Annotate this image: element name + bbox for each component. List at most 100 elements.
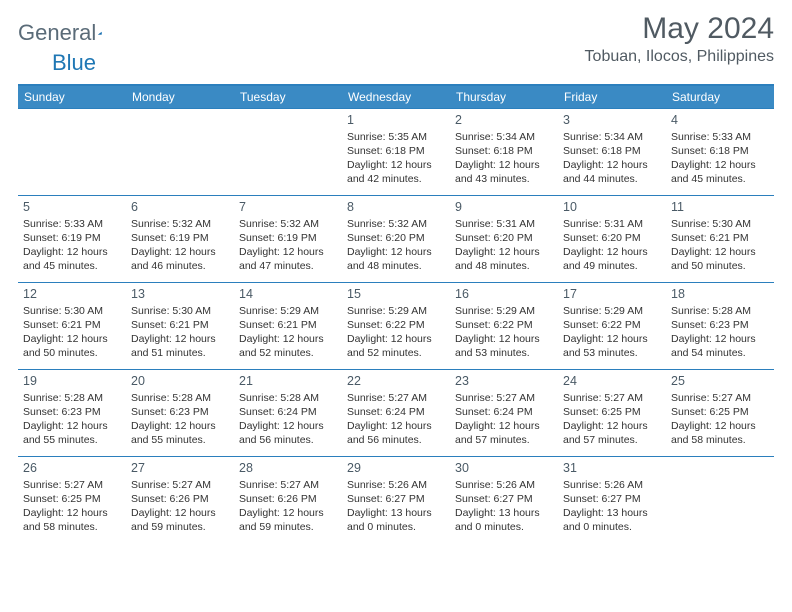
day-cell: 20Sunrise: 5:28 AMSunset: 6:23 PMDayligh… (126, 370, 234, 456)
week-row: 1Sunrise: 5:35 AMSunset: 6:18 PMDaylight… (18, 108, 774, 195)
sunset-text: Sunset: 6:18 PM (563, 144, 661, 158)
sunset-text: Sunset: 6:26 PM (239, 492, 337, 506)
week-row: 12Sunrise: 5:30 AMSunset: 6:21 PMDayligh… (18, 282, 774, 369)
sunrise-text: Sunrise: 5:29 AM (239, 304, 337, 318)
day-cell: 31Sunrise: 5:26 AMSunset: 6:27 PMDayligh… (558, 457, 666, 543)
title-block: May 2024 Tobuan, Ilocos, Philippines (585, 12, 774, 66)
sunrise-text: Sunrise: 5:32 AM (347, 217, 445, 231)
sunrise-text: Sunrise: 5:33 AM (671, 130, 769, 144)
sunrise-text: Sunrise: 5:27 AM (23, 478, 121, 492)
daylight-text: Daylight: 12 hours and 53 minutes. (563, 332, 661, 360)
daylight-text: Daylight: 12 hours and 55 minutes. (131, 419, 229, 447)
day-number: 1 (347, 112, 445, 129)
day-number: 17 (563, 286, 661, 303)
sunrise-text: Sunrise: 5:29 AM (347, 304, 445, 318)
day-cell: 7Sunrise: 5:32 AMSunset: 6:19 PMDaylight… (234, 196, 342, 282)
week-row: 5Sunrise: 5:33 AMSunset: 6:19 PMDaylight… (18, 195, 774, 282)
sunrise-text: Sunrise: 5:27 AM (455, 391, 553, 405)
day-header-tue: Tuesday (234, 86, 342, 108)
day-cell: 14Sunrise: 5:29 AMSunset: 6:21 PMDayligh… (234, 283, 342, 369)
sunrise-text: Sunrise: 5:29 AM (455, 304, 553, 318)
day-cell: 23Sunrise: 5:27 AMSunset: 6:24 PMDayligh… (450, 370, 558, 456)
sunrise-text: Sunrise: 5:32 AM (131, 217, 229, 231)
daylight-text: Daylight: 12 hours and 48 minutes. (455, 245, 553, 273)
sunrise-text: Sunrise: 5:35 AM (347, 130, 445, 144)
sunset-text: Sunset: 6:20 PM (563, 231, 661, 245)
day-number: 21 (239, 373, 337, 390)
day-number: 25 (671, 373, 769, 390)
day-number: 14 (239, 286, 337, 303)
sunrise-text: Sunrise: 5:27 AM (131, 478, 229, 492)
day-number: 20 (131, 373, 229, 390)
daylight-text: Daylight: 13 hours and 0 minutes. (347, 506, 445, 534)
daylight-text: Daylight: 12 hours and 44 minutes. (563, 158, 661, 186)
calendar: Sunday Monday Tuesday Wednesday Thursday… (18, 84, 774, 543)
day-cell (126, 109, 234, 195)
sunset-text: Sunset: 6:21 PM (239, 318, 337, 332)
day-cell: 24Sunrise: 5:27 AMSunset: 6:25 PMDayligh… (558, 370, 666, 456)
day-number: 15 (347, 286, 445, 303)
daylight-text: Daylight: 12 hours and 57 minutes. (455, 419, 553, 447)
daylight-text: Daylight: 12 hours and 59 minutes. (131, 506, 229, 534)
day-cell: 6Sunrise: 5:32 AMSunset: 6:19 PMDaylight… (126, 196, 234, 282)
day-cell: 11Sunrise: 5:30 AMSunset: 6:21 PMDayligh… (666, 196, 774, 282)
daylight-text: Daylight: 12 hours and 59 minutes. (239, 506, 337, 534)
day-header-thu: Thursday (450, 86, 558, 108)
sunrise-text: Sunrise: 5:27 AM (347, 391, 445, 405)
daylight-text: Daylight: 12 hours and 57 minutes. (563, 419, 661, 447)
week-row: 19Sunrise: 5:28 AMSunset: 6:23 PMDayligh… (18, 369, 774, 456)
day-number: 26 (23, 460, 121, 477)
logo-triangle-icon (98, 24, 102, 42)
day-cell: 28Sunrise: 5:27 AMSunset: 6:26 PMDayligh… (234, 457, 342, 543)
day-cell: 5Sunrise: 5:33 AMSunset: 6:19 PMDaylight… (18, 196, 126, 282)
sunrise-text: Sunrise: 5:28 AM (239, 391, 337, 405)
day-number: 22 (347, 373, 445, 390)
day-cell (666, 457, 774, 543)
day-cell: 2Sunrise: 5:34 AMSunset: 6:18 PMDaylight… (450, 109, 558, 195)
daylight-text: Daylight: 12 hours and 48 minutes. (347, 245, 445, 273)
day-cell: 4Sunrise: 5:33 AMSunset: 6:18 PMDaylight… (666, 109, 774, 195)
sunrise-text: Sunrise: 5:29 AM (563, 304, 661, 318)
day-cell: 30Sunrise: 5:26 AMSunset: 6:27 PMDayligh… (450, 457, 558, 543)
sunset-text: Sunset: 6:24 PM (239, 405, 337, 419)
location: Tobuan, Ilocos, Philippines (585, 48, 774, 66)
day-cell: 22Sunrise: 5:27 AMSunset: 6:24 PMDayligh… (342, 370, 450, 456)
day-number: 7 (239, 199, 337, 216)
sunset-text: Sunset: 6:19 PM (239, 231, 337, 245)
sunrise-text: Sunrise: 5:32 AM (239, 217, 337, 231)
daylight-text: Daylight: 12 hours and 51 minutes. (131, 332, 229, 360)
day-cell: 21Sunrise: 5:28 AMSunset: 6:24 PMDayligh… (234, 370, 342, 456)
day-number: 4 (671, 112, 769, 129)
sunrise-text: Sunrise: 5:27 AM (239, 478, 337, 492)
daylight-text: Daylight: 12 hours and 54 minutes. (671, 332, 769, 360)
day-number: 23 (455, 373, 553, 390)
sunset-text: Sunset: 6:19 PM (131, 231, 229, 245)
sunset-text: Sunset: 6:22 PM (563, 318, 661, 332)
day-number: 18 (671, 286, 769, 303)
day-cell (18, 109, 126, 195)
day-number: 24 (563, 373, 661, 390)
sunrise-text: Sunrise: 5:28 AM (131, 391, 229, 405)
daylight-text: Daylight: 12 hours and 53 minutes. (455, 332, 553, 360)
day-number: 29 (347, 460, 445, 477)
logo: General (18, 12, 122, 46)
sunrise-text: Sunrise: 5:30 AM (23, 304, 121, 318)
day-cell: 8Sunrise: 5:32 AMSunset: 6:20 PMDaylight… (342, 196, 450, 282)
sunrise-text: Sunrise: 5:28 AM (671, 304, 769, 318)
day-cell: 25Sunrise: 5:27 AMSunset: 6:25 PMDayligh… (666, 370, 774, 456)
sunrise-text: Sunrise: 5:27 AM (563, 391, 661, 405)
day-number: 6 (131, 199, 229, 216)
day-number: 8 (347, 199, 445, 216)
day-cell: 3Sunrise: 5:34 AMSunset: 6:18 PMDaylight… (558, 109, 666, 195)
sunset-text: Sunset: 6:18 PM (671, 144, 769, 158)
sunset-text: Sunset: 6:20 PM (347, 231, 445, 245)
sunrise-text: Sunrise: 5:31 AM (455, 217, 553, 231)
sunset-text: Sunset: 6:21 PM (671, 231, 769, 245)
sunrise-text: Sunrise: 5:34 AM (563, 130, 661, 144)
day-number: 3 (563, 112, 661, 129)
sunset-text: Sunset: 6:26 PM (131, 492, 229, 506)
day-header-mon: Monday (126, 86, 234, 108)
sunset-text: Sunset: 6:20 PM (455, 231, 553, 245)
sunrise-text: Sunrise: 5:28 AM (23, 391, 121, 405)
daylight-text: Daylight: 12 hours and 45 minutes. (671, 158, 769, 186)
